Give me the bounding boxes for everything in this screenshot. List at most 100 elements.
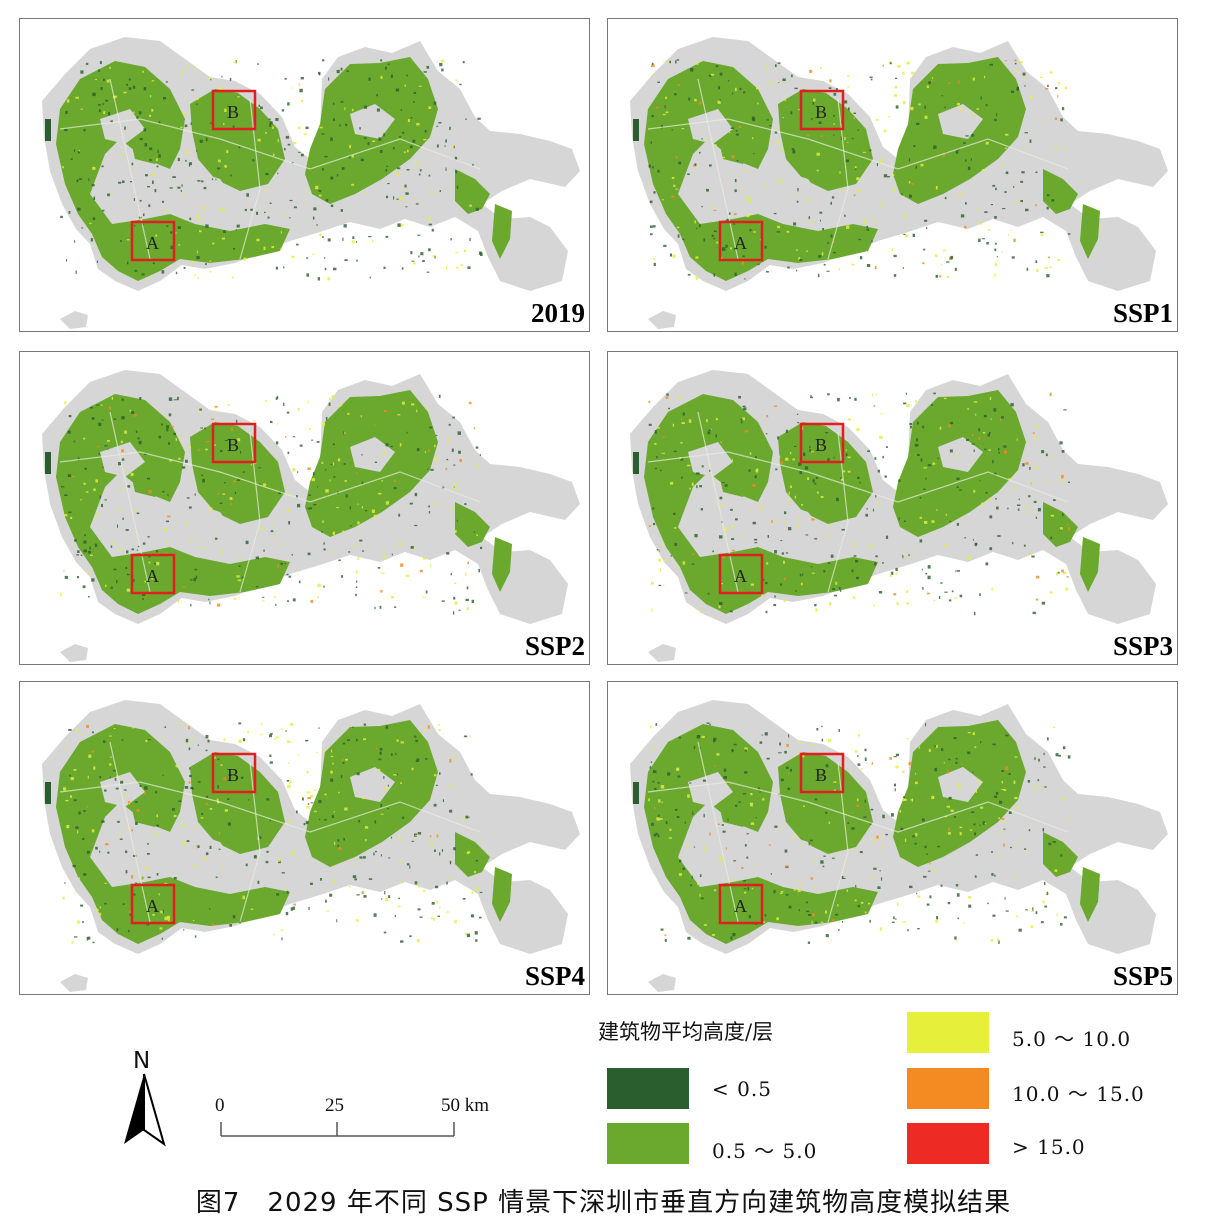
height-cell: [383, 787, 388, 790]
height-cell: [872, 393, 874, 397]
height-cell: [120, 489, 124, 492]
height-cell: [341, 575, 343, 578]
height-cell: [1010, 229, 1012, 231]
height-cell: [190, 579, 193, 581]
height-cell: [818, 255, 822, 258]
height-cell: [903, 552, 905, 556]
height-cell: [426, 271, 430, 273]
height-cell: [822, 865, 825, 868]
height-cell: [152, 913, 155, 916]
height-cell: [690, 68, 694, 72]
height-cell: [700, 609, 702, 613]
height-cell: [656, 817, 660, 821]
height-cell: [310, 599, 314, 603]
height-cell: [371, 509, 375, 513]
height-cell: [671, 177, 675, 179]
height-cell: [134, 164, 136, 166]
height-cell: [273, 536, 275, 540]
height-cell: [433, 917, 435, 920]
height-cell: [925, 477, 927, 480]
height-cell: [359, 856, 363, 859]
height-cell: [770, 873, 772, 875]
height-cell: [300, 77, 304, 80]
height-cell: [962, 922, 965, 924]
height-cell: [811, 572, 815, 574]
height-cell: [713, 273, 716, 277]
height-cell: [205, 137, 208, 142]
height-cell: [822, 106, 825, 110]
height-cell: [60, 592, 62, 597]
built-up-patch: [455, 502, 490, 547]
height-cell: [1025, 909, 1028, 911]
height-cell: [340, 209, 343, 212]
height-cell: [123, 789, 127, 791]
height-cell: [934, 767, 938, 772]
height-cell: [924, 219, 928, 222]
height-cell: [979, 824, 981, 826]
height-cell: [778, 752, 782, 754]
height-cell: [893, 274, 897, 277]
height-cell: [475, 207, 479, 211]
height-cell: [896, 602, 899, 605]
height-cell: [113, 95, 118, 98]
height-cell: [250, 908, 254, 910]
height-cell: [164, 528, 167, 531]
height-cell: [323, 585, 325, 588]
height-cell: [653, 833, 657, 837]
height-cell: [984, 75, 986, 79]
height-cell: [674, 542, 678, 546]
height-cell: [415, 739, 418, 743]
height-cell: [696, 735, 700, 739]
height-cell: [479, 454, 481, 456]
height-cell: [759, 791, 761, 793]
height-cell: [728, 212, 731, 215]
height-cell: [428, 505, 430, 508]
height-cell: [332, 762, 334, 765]
height-cell: [753, 153, 755, 155]
height-cell: [354, 878, 357, 881]
height-cell: [124, 126, 126, 130]
height-cell: [384, 897, 389, 902]
height-cell: [223, 777, 226, 781]
height-cell: [235, 419, 238, 423]
height-cell: [1043, 752, 1045, 756]
height-cell: [708, 428, 711, 431]
height-cell: [453, 145, 455, 149]
height-cell: [797, 188, 799, 192]
height-cell: [400, 880, 402, 882]
height-cell: [955, 570, 958, 572]
height-cell: [788, 734, 790, 738]
height-cell: [385, 169, 387, 172]
height-cell: [735, 804, 738, 807]
height-cell: [172, 176, 176, 178]
height-cell: [363, 895, 367, 898]
height-cell: [287, 784, 291, 788]
height-cell: [917, 421, 919, 425]
height-cell: [329, 479, 331, 482]
height-cell: [303, 133, 307, 136]
height-cell: [222, 209, 226, 213]
height-cell: [793, 835, 796, 839]
height-cell: [454, 156, 458, 160]
road-line: [647, 451, 1069, 503]
height-cell: [83, 873, 87, 876]
height-cell: [665, 821, 668, 825]
height-cell: [114, 777, 117, 781]
height-cell: [455, 266, 459, 269]
height-cell: [417, 832, 422, 835]
height-cell: [648, 400, 651, 403]
height-cell: [352, 875, 357, 879]
height-cell: [232, 915, 236, 919]
height-cell: [724, 484, 728, 487]
height-cell: [419, 916, 423, 918]
road-line: [59, 118, 481, 170]
height-cell: [385, 235, 389, 238]
height-cell: [649, 200, 653, 204]
height-cell: [755, 469, 759, 473]
height-cell: [873, 405, 876, 407]
height-cell: [62, 896, 65, 900]
height-cell: [287, 819, 291, 822]
built-up-area: [56, 57, 512, 281]
height-cell: [285, 911, 289, 916]
